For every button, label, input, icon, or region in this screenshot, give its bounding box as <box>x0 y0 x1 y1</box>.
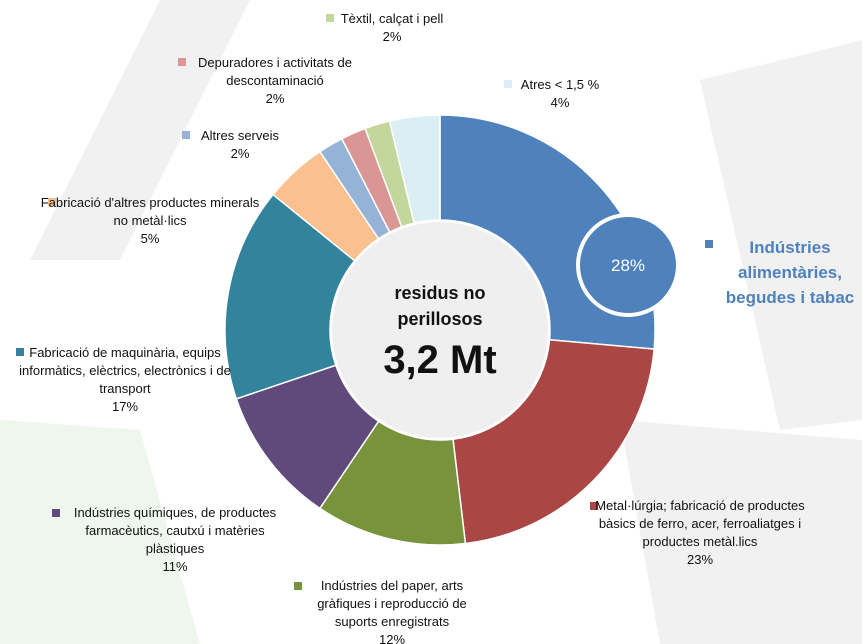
legend-marker <box>48 198 56 206</box>
legend-marker <box>182 131 190 139</box>
value-label: 2% <box>230 146 250 161</box>
value-label: 12% <box>378 632 406 644</box>
segment-label: Fabricació de maquinària, equips informà… <box>5 344 245 416</box>
segment-label: Depuradores i activitats de descontamina… <box>175 54 375 108</box>
donut-segment <box>224 193 356 400</box>
category-name: Metal·lúrgia; fabricació de productes bà… <box>595 498 805 549</box>
value-label: 28% <box>611 256 645 275</box>
donut-segment <box>452 338 655 545</box>
segment-label: Tèxtil, calçat i pell 2% <box>317 10 467 46</box>
watermark-shape <box>30 0 250 260</box>
legend-marker <box>294 582 302 590</box>
segment-label: Indústries químiques, de productes farma… <box>60 504 290 576</box>
center-title: residus no perillosos <box>394 283 486 329</box>
value-badge <box>576 213 680 317</box>
category-name: Fabricació de maquinària, equips informà… <box>19 345 231 396</box>
category-name: Atres < 1,5 % <box>520 77 600 92</box>
legend-marker <box>52 509 60 517</box>
legend-marker <box>326 14 334 22</box>
category-name: Tèxtil, calçat i pell <box>340 11 444 26</box>
legend-marker <box>178 58 186 66</box>
category-name: Indústries alimentàries, begudes i tabac <box>725 238 855 307</box>
center-label: residus no perillosos 3,2 Mt <box>340 280 540 388</box>
donut-segment <box>388 114 441 224</box>
value-label: 17% <box>111 399 139 414</box>
category-name: Indústries del paper, arts gràfiques i r… <box>317 578 467 629</box>
segment-label: Atres < 1,5 % 4% <box>500 76 620 112</box>
legend-marker <box>705 240 713 248</box>
watermark-shape <box>0 420 200 644</box>
value-label: 23% <box>686 552 714 567</box>
legend-marker <box>504 80 512 88</box>
segment-label: Indústries alimentàries, begudes i tabac <box>710 235 862 310</box>
segment-label: Metal·lúrgia; fabricació de productes bà… <box>590 497 810 569</box>
legend-marker <box>590 502 598 510</box>
value-label: 5% <box>140 231 160 246</box>
segment-label: Fabricació d'altres productes minerals n… <box>40 194 260 248</box>
category-name: Depuradores i activitats de descontamina… <box>198 55 352 88</box>
category-name: Altres serveis <box>200 128 280 143</box>
value-label: 4% <box>550 95 570 110</box>
value-label: 2% <box>382 29 402 44</box>
value-label: 11% <box>162 559 188 574</box>
category-name: Fabricació d'altres productes minerals n… <box>40 195 260 228</box>
watermark-shape <box>620 420 862 644</box>
center-value: 3,2 Mt <box>383 338 497 382</box>
segment-label: Indústries del paper, arts gràfiques i r… <box>302 577 482 644</box>
category-name: Indústries químiques, de productes farma… <box>73 505 277 556</box>
legend-marker <box>16 348 24 356</box>
center-circle <box>332 222 548 438</box>
segment-label: Altres serveis 2% <box>180 127 300 163</box>
value-label: 2% <box>265 91 285 106</box>
watermark-shape <box>700 40 862 430</box>
